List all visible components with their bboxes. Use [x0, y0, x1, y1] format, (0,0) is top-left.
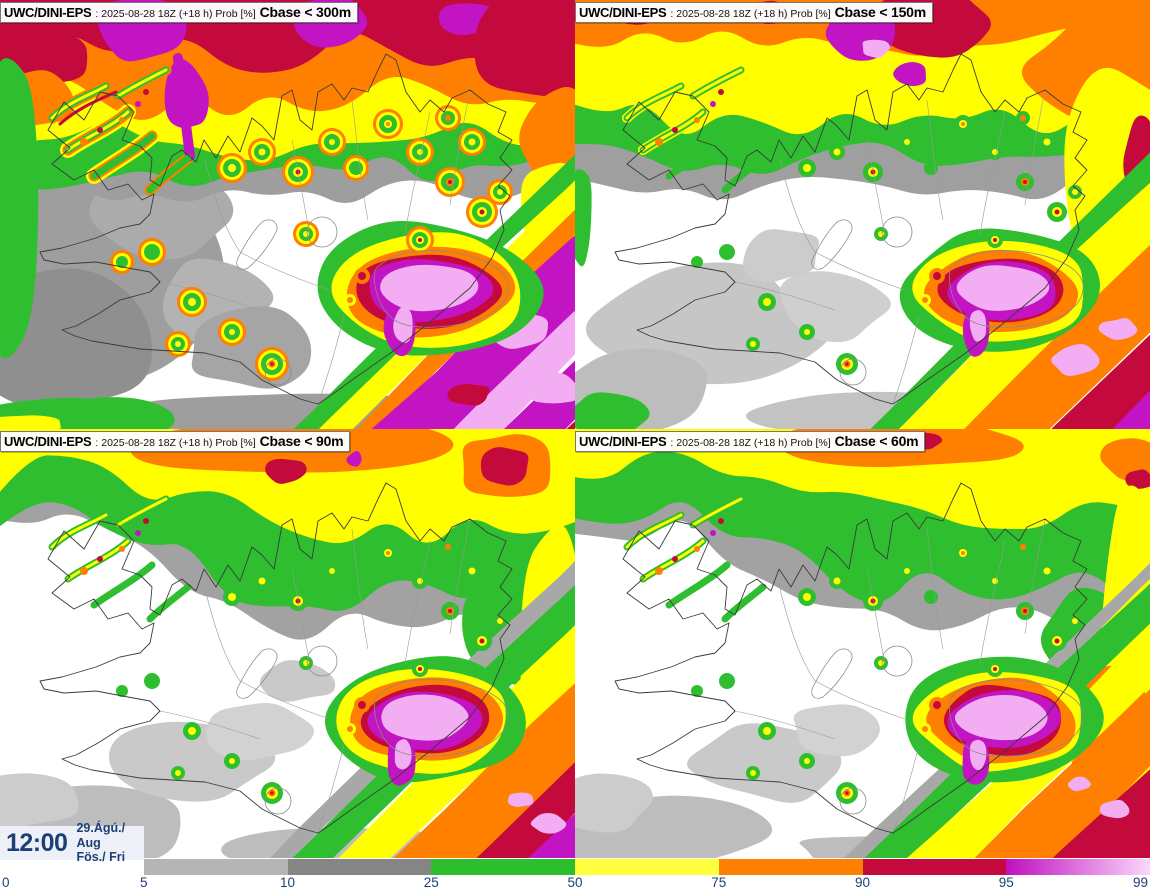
- legend-segment-10-25: [287, 859, 432, 875]
- legend-tick-10: 10: [279, 875, 296, 890]
- legend-segment-90-95: [862, 859, 1007, 875]
- legend-segment-0-5: [0, 859, 144, 875]
- run-info: : 2025-08-28 18Z (+18 h) Prob [%]: [670, 8, 831, 20]
- legend-segment-95-99: [1006, 859, 1150, 875]
- legend-tick-75: 75: [711, 875, 727, 890]
- legend-segment-25-50: [431, 859, 575, 875]
- threshold-label: Cbase < 90m: [259, 433, 344, 449]
- model-name: UWC/DINI-EPS: [4, 5, 92, 20]
- model-name: UWC/DINI-EPS: [579, 434, 667, 449]
- probability-colorbar: [0, 859, 1150, 875]
- panel-title-cbase-60m: UWC/DINI-EPS: 2025-08-28 18Z (+18 h) Pro…: [575, 431, 926, 452]
- legend-footer: 0 5 10 25 50 75 90 95 99: [0, 858, 1150, 891]
- model-name: UWC/DINI-EPS: [4, 434, 92, 449]
- legend-tick-90: 90: [854, 875, 871, 890]
- valid-date: 29.Ágú./ Aug Fös./ Fri: [76, 821, 144, 865]
- panel-cbase-150m: UWC/DINI-EPS: 2025-08-28 18Z (+18 h) Pro…: [575, 0, 1150, 429]
- legend-segment-75-90: [718, 859, 863, 875]
- run-info: : 2025-08-28 18Z (+18 h) Prob [%]: [95, 437, 256, 449]
- valid-date-line2: Fös./ Fri: [76, 850, 126, 865]
- legend-segment-50-75: [575, 859, 719, 875]
- legend-tick-5: 5: [139, 875, 148, 890]
- legend-tick-0: 0: [2, 875, 10, 890]
- threshold-label: Cbase < 150m: [834, 4, 927, 20]
- panel-cbase-300m: UWC/DINI-EPS: 2025-08-28 18Z (+18 h) Pro…: [0, 0, 575, 429]
- map-canvas-cbase-150m: [575, 0, 1150, 429]
- legend-segment-5-10: [143, 859, 288, 875]
- colorbar-tick-labels: 0 5 10 25 50 75 90 95 99: [0, 875, 1150, 891]
- panel-title-cbase-300m: UWC/DINI-EPS: 2025-08-28 18Z (+18 h) Pro…: [0, 2, 359, 23]
- run-info: : 2025-08-28 18Z (+18 h) Prob [%]: [670, 437, 831, 449]
- legend-tick-25: 25: [423, 875, 439, 890]
- panel-title-cbase-90m: UWC/DINI-EPS: 2025-08-28 18Z (+18 h) Pro…: [0, 431, 351, 452]
- model-name: UWC/DINI-EPS: [579, 5, 667, 20]
- run-info: : 2025-08-28 18Z (+18 h) Prob [%]: [95, 8, 256, 20]
- legend-tick-95: 95: [998, 875, 1014, 890]
- legend-tick-50: 50: [567, 875, 583, 890]
- threshold-label: Cbase < 60m: [834, 433, 919, 449]
- panel-title-cbase-150m: UWC/DINI-EPS: 2025-08-28 18Z (+18 h) Pro…: [575, 2, 934, 23]
- map-canvas-cbase-60m: [575, 429, 1150, 858]
- legend-tick-99: 99: [1132, 875, 1148, 890]
- valid-time-box: 12:00 29.Ágú./ Aug Fös./ Fri: [0, 821, 144, 864]
- panel-cbase-60m: UWC/DINI-EPS: 2025-08-28 18Z (+18 h) Pro…: [575, 429, 1150, 858]
- threshold-label: Cbase < 300m: [259, 4, 352, 20]
- panel-cbase-90m: UWC/DINI-EPS: 2025-08-28 18Z (+18 h) Pro…: [0, 429, 575, 858]
- map-canvas-cbase-300m: [0, 0, 575, 429]
- valid-time: 12:00: [6, 828, 68, 857]
- map-canvas-cbase-90m: [0, 429, 575, 858]
- valid-date-line1: 29.Ágú./ Aug: [76, 820, 126, 850]
